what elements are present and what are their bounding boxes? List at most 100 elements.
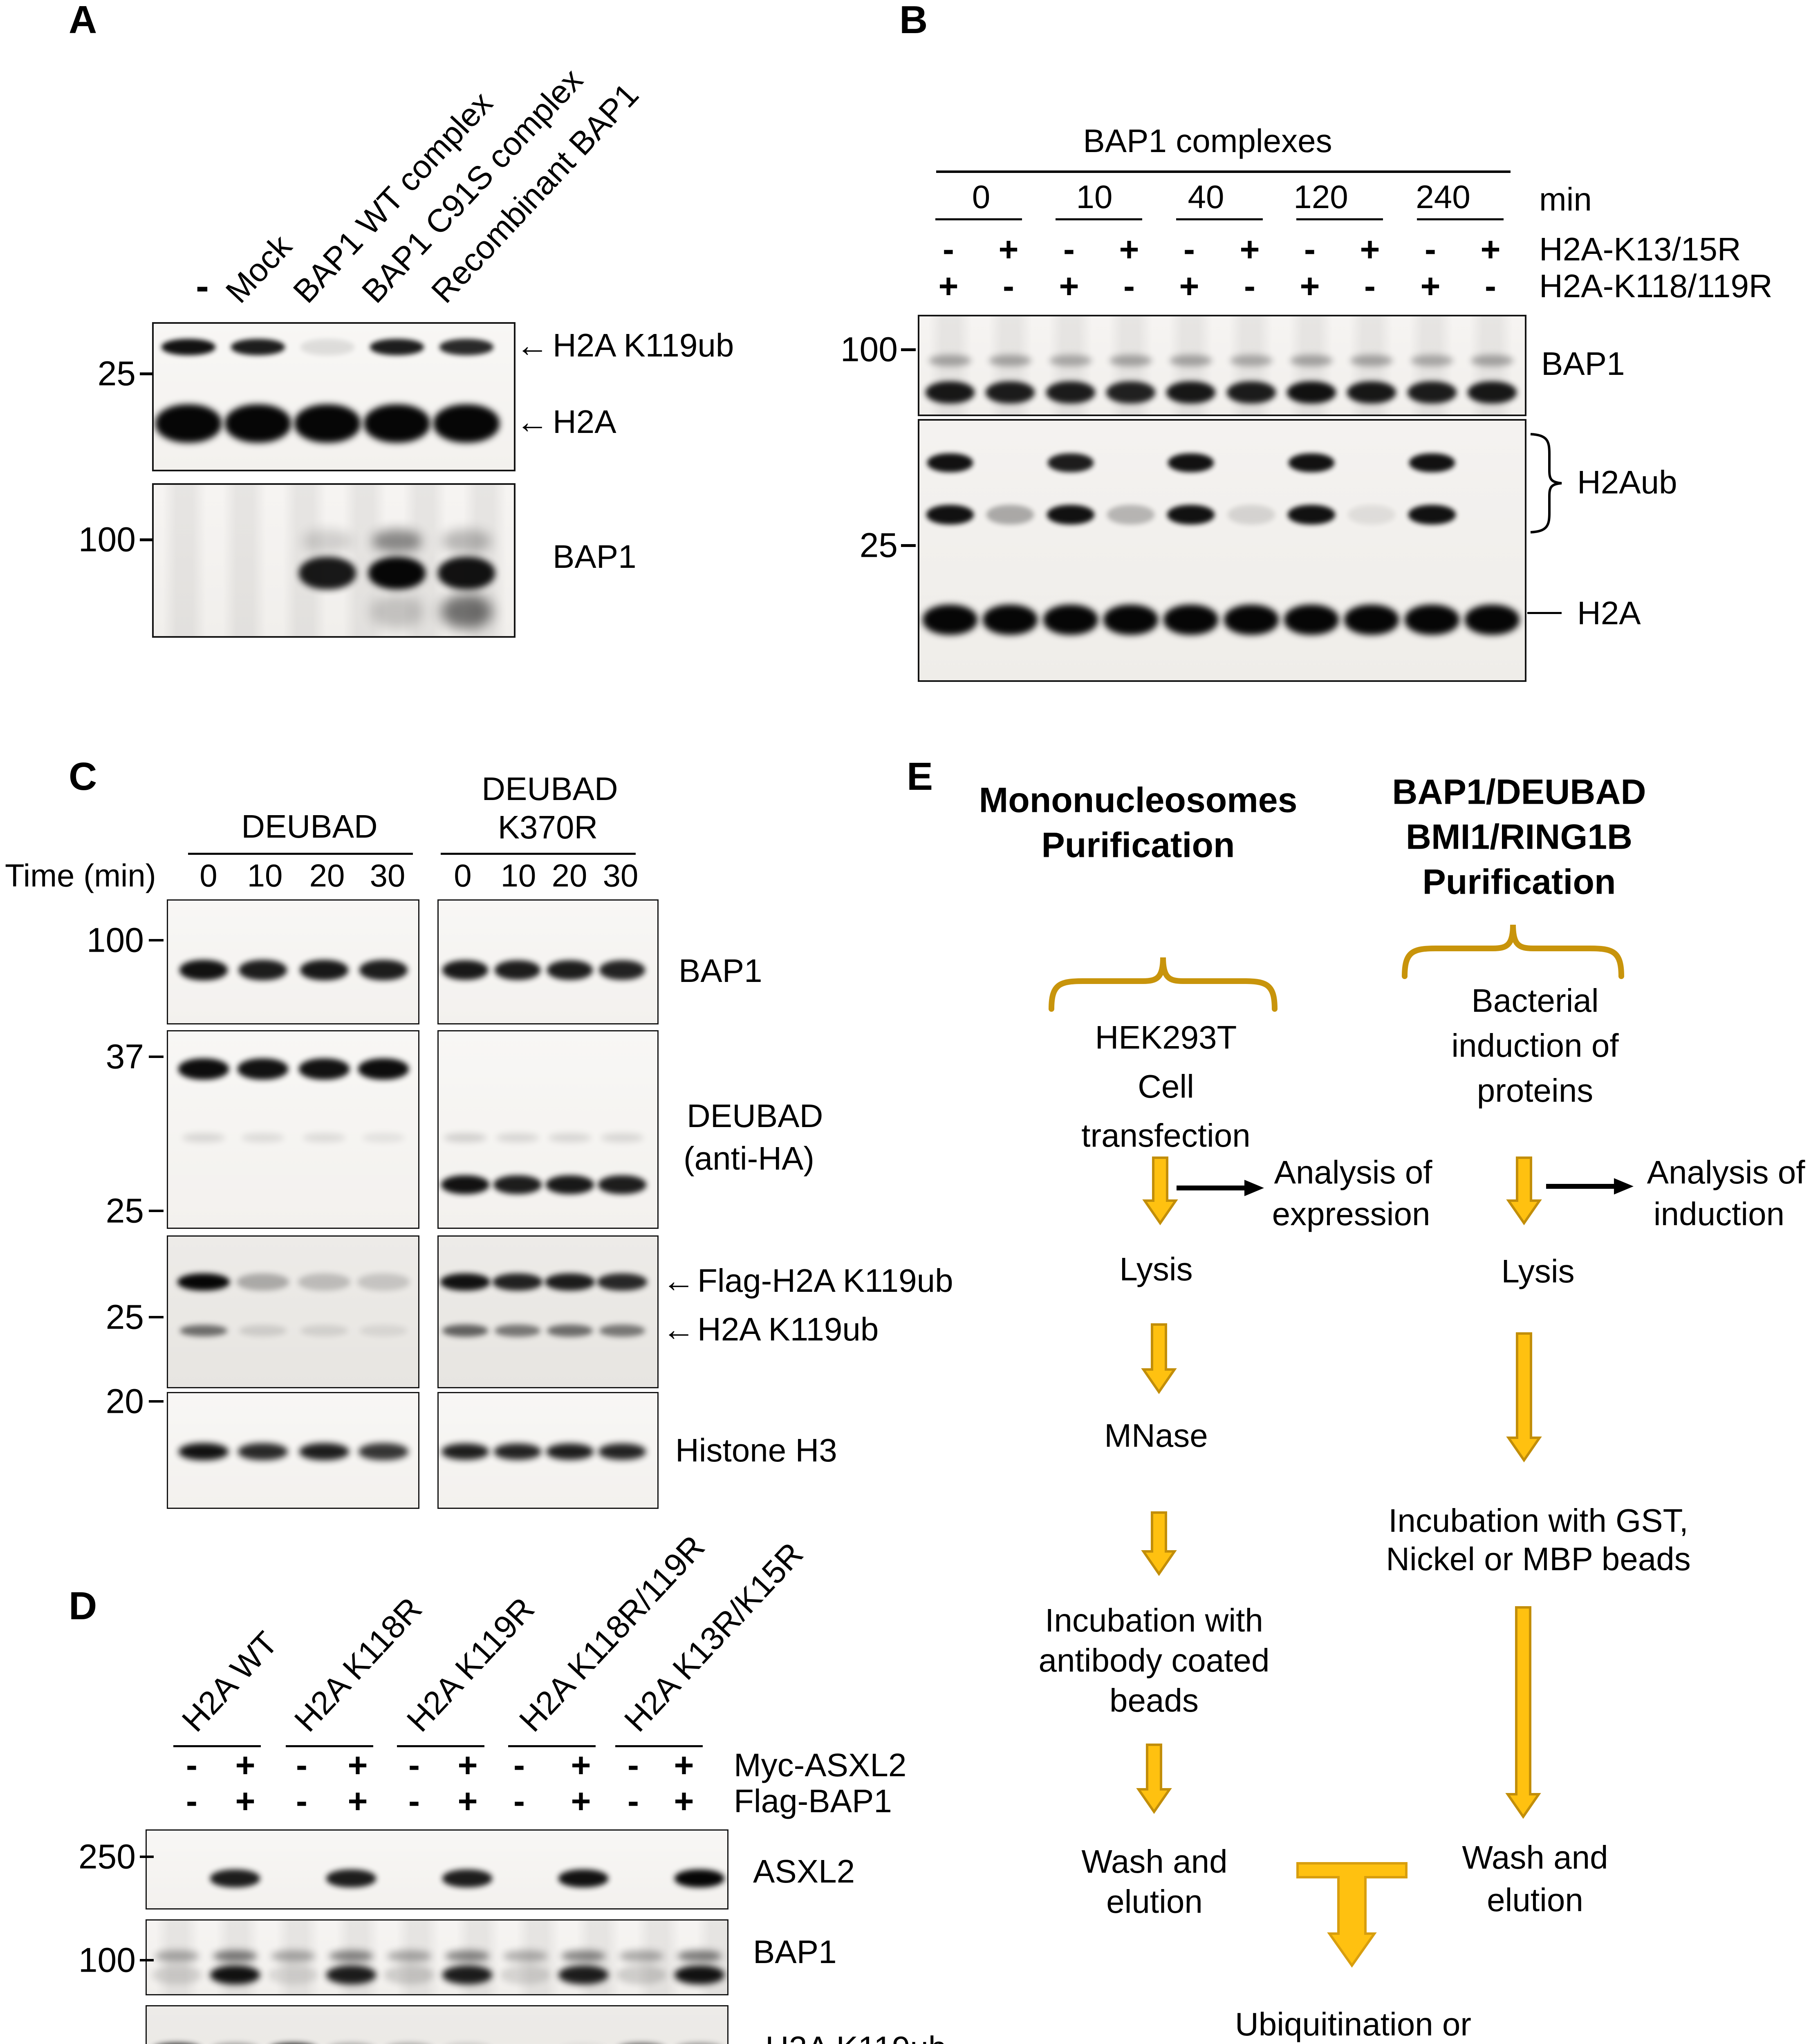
marker-a-100: 100: [78, 520, 136, 559]
blot-band: [442, 1443, 489, 1460]
e-left-title-1: Mononucleosomes: [979, 780, 1298, 820]
blot-b-h2a: [918, 419, 1526, 682]
blot-band: [1468, 381, 1517, 403]
blot-band: [926, 381, 975, 403]
blot-band: [438, 557, 495, 589]
blot-band: [368, 557, 426, 589]
blot-band: [983, 605, 1038, 635]
marker-d-100: 100: [78, 1941, 136, 1979]
blot-band: [617, 2043, 666, 2044]
blot-band: [1048, 453, 1094, 472]
brace-right-icon: [1402, 924, 1624, 979]
blot-band: [371, 594, 423, 629]
b-row1-sym: -: [1425, 230, 1436, 269]
blot-band: [443, 2043, 491, 2044]
blot-band: [210, 1966, 260, 1984]
blot-band: [225, 404, 291, 443]
d-row2-sym: -: [408, 1782, 420, 1820]
blot-band: [677, 1950, 722, 1962]
d-row2-sym: -: [513, 1782, 525, 1820]
marker-a-25-dash: [140, 372, 153, 375]
blot-band: [300, 960, 348, 980]
b-row1-sym: -: [1063, 230, 1075, 269]
label-c-bap1: BAP1: [679, 953, 762, 989]
blot-band: [546, 1175, 594, 1194]
blot-band: [442, 529, 491, 553]
c-time: 0: [454, 857, 472, 894]
down-arrow-icon: [1142, 1156, 1178, 1226]
blot-band: [303, 529, 352, 553]
blot-band: [547, 1325, 593, 1337]
b-row2-sym: +: [1179, 267, 1199, 305]
blot-band: [329, 1950, 373, 1962]
blot-band: [372, 529, 421, 553]
e-left-title-2: Purification: [1041, 825, 1235, 865]
e-incubation-left-3: beads: [1109, 1682, 1199, 1719]
e-incubation-left-1: Incubation with: [1045, 1602, 1263, 1638]
blot-band: [442, 1869, 492, 1887]
panel-b-title-rule: [936, 170, 1511, 173]
b-row2-sym: -: [1123, 267, 1135, 305]
blot-band: [182, 1133, 225, 1142]
blot-band: [493, 1175, 542, 1194]
e-hek-2: Cell: [1138, 1068, 1194, 1105]
blot-band: [1347, 381, 1396, 403]
blot-band: [387, 1950, 431, 1962]
marker-c-25a: 25: [105, 1191, 144, 1230]
blot-band: [442, 1966, 492, 1984]
b-row1-label: H2A-K13/15R: [1539, 231, 1741, 267]
blot-band: [927, 453, 973, 472]
d-row1-sym: -: [408, 1746, 420, 1784]
blot-band: [440, 1273, 490, 1291]
d-pair-rule: [286, 1745, 373, 1747]
merge-arrow-icon: [1296, 1862, 1408, 1968]
blot-band: [442, 1325, 488, 1337]
d-pair-rule: [397, 1745, 484, 1747]
blot-a-h2a: [152, 322, 516, 471]
label-b-h2aub: H2Aub: [1577, 464, 1677, 500]
blot-band: [675, 1869, 724, 1887]
blot-band: [362, 1133, 405, 1142]
blot-band: [238, 1443, 288, 1460]
blot-band: [561, 1950, 605, 1962]
label-c-antiha: (anti-HA): [684, 1140, 815, 1177]
blot-band: [493, 1273, 542, 1291]
d-row1-label: Myc-ASXL2: [734, 1747, 907, 1783]
down-arrow-icon: [1506, 1332, 1542, 1463]
blot-band: [177, 1273, 230, 1291]
e-incubation-right-1: Incubation with GST,: [1388, 1502, 1688, 1539]
b-pair-rule: [1417, 218, 1504, 220]
d-row2-sym: +: [457, 1782, 478, 1820]
d-row1-sym: -: [186, 1746, 197, 1784]
blot-c-h3-right: [437, 1392, 659, 1509]
d-row2-sym: -: [628, 1782, 639, 1820]
blot-band: [558, 1869, 608, 1887]
e-lysis-right: Lysis: [1501, 1253, 1575, 1289]
blot-band: [445, 1950, 489, 1962]
blot-band: [1409, 453, 1455, 472]
d-row2-sym: +: [347, 1782, 368, 1820]
marker-b-100: 100: [840, 330, 898, 369]
blot-band: [357, 1273, 410, 1291]
marker-d-dash: [140, 1856, 154, 1858]
arrow-a-h2a-icon: ←: [516, 403, 549, 440]
blot-band: [495, 1325, 540, 1337]
panel-e-letter: E: [907, 755, 933, 798]
right-arrow-head-icon: [1244, 1180, 1264, 1196]
marker-c-25b: 25: [105, 1298, 144, 1336]
b-row2-sym: -: [1244, 267, 1255, 305]
blot-c-flag-right: [437, 1235, 659, 1388]
blot-c-bap1-right: [437, 899, 659, 1024]
blot-band: [179, 1443, 229, 1460]
c-group-right-2: K370R: [498, 809, 598, 845]
marker-a-100-dash: [140, 538, 153, 541]
blot-band: [1344, 605, 1399, 635]
blot-band: [370, 339, 424, 355]
blot-band: [327, 2043, 375, 2044]
blot-band: [1408, 381, 1457, 403]
e-hek-3: transfection: [1081, 1117, 1251, 1154]
blot-band: [180, 1325, 227, 1336]
down-arrow-icon: [1505, 1606, 1541, 1819]
label-a-bap1: BAP1: [553, 538, 637, 575]
